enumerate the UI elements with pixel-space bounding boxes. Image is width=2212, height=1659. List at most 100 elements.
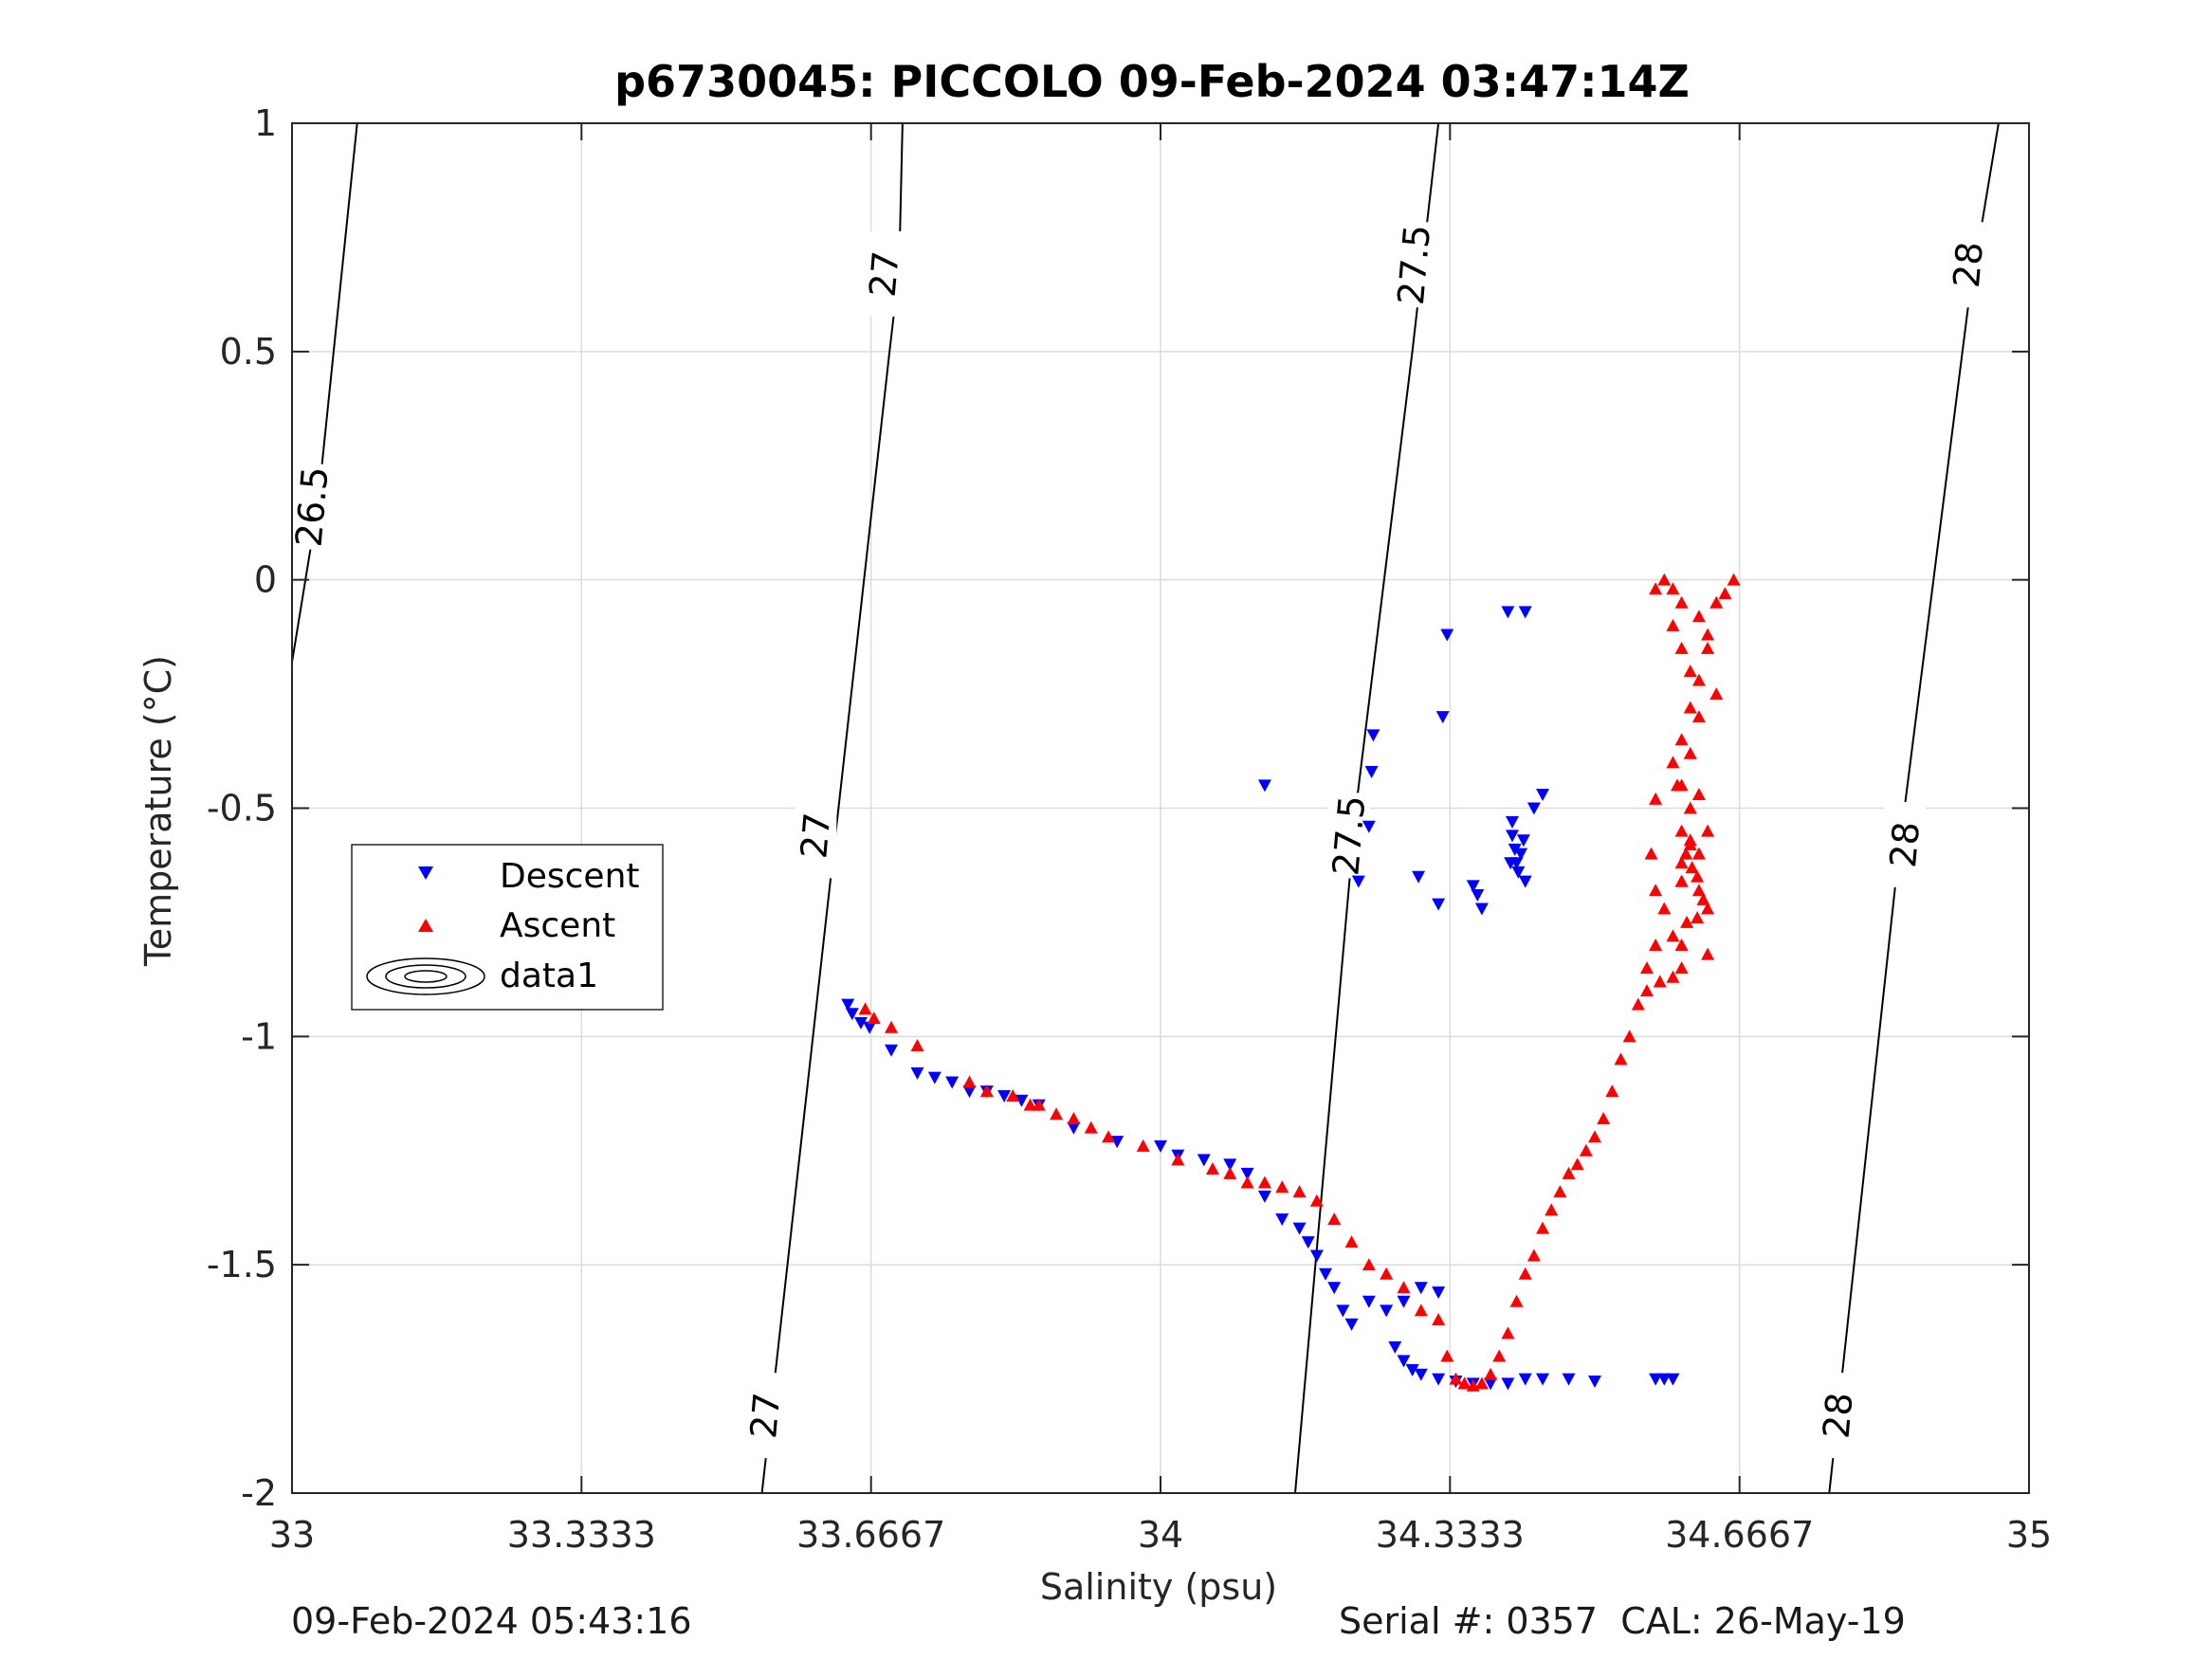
ascent-point — [1683, 746, 1697, 759]
ascent-point — [1674, 961, 1689, 975]
x-tick-label: 34.3333 — [1376, 1514, 1525, 1556]
descent-point — [1292, 1222, 1307, 1235]
descent-point — [1505, 815, 1519, 829]
legend-contour-icon — [366, 957, 485, 995]
ascent-point — [1597, 1112, 1611, 1125]
isopycnal-label: 26.5 — [287, 465, 336, 549]
isopycnal-line — [291, 122, 358, 663]
ascent-point — [1344, 1235, 1359, 1249]
chart-title: p6730045: PICCOLO 09-Feb-2024 03:47:14Z — [614, 56, 1690, 107]
descent-point — [841, 998, 855, 1012]
descent-point — [945, 1076, 960, 1089]
ascent-point — [1683, 665, 1697, 677]
descent-point — [885, 1044, 899, 1057]
isopycnal-label: 27 — [793, 811, 838, 860]
ascent-point — [1136, 1139, 1150, 1152]
ascent-point — [1518, 1267, 1532, 1280]
descent-point — [1501, 606, 1515, 619]
isopycnal-label-bg — [1817, 1373, 1859, 1459]
ascent-point — [1023, 1098, 1037, 1111]
descent-point — [1336, 1304, 1350, 1318]
ascent-point — [1701, 824, 1715, 837]
descent-point — [1412, 870, 1426, 884]
series-descent — [841, 606, 1680, 1391]
ascent-point — [1509, 1294, 1524, 1307]
ascent-point — [1440, 1349, 1454, 1362]
y-tick-label: -1 — [241, 1015, 277, 1057]
ascent-point — [1691, 673, 1706, 686]
descent-point — [927, 1071, 941, 1085]
isopycnal-label-bg — [863, 230, 905, 317]
descent-point — [845, 1008, 859, 1021]
descent-point — [1536, 789, 1550, 802]
descent-point — [1505, 830, 1519, 843]
descent-point — [1257, 1190, 1271, 1203]
ascent-point — [1102, 1130, 1116, 1143]
ascent-point — [1685, 861, 1699, 874]
ascent-point — [1674, 641, 1689, 654]
descent-point — [1344, 1318, 1359, 1331]
ascent-point — [1666, 929, 1680, 942]
isopycnal-label: 28 — [1946, 240, 1991, 289]
ascent-point — [1666, 970, 1680, 983]
y-tick-label: -1.5 — [207, 1244, 277, 1285]
ascent-point — [1709, 687, 1724, 701]
descent-point — [1649, 1373, 1663, 1386]
y-tick-label: 0 — [254, 559, 277, 601]
descent-point — [1432, 1373, 1446, 1386]
ascent-point — [1492, 1349, 1507, 1362]
ascent-point — [1432, 1312, 1446, 1325]
ascent-point — [1666, 618, 1680, 631]
descent-point — [1110, 1136, 1124, 1149]
ascent-point — [1223, 1166, 1237, 1179]
descent-point — [1414, 1368, 1428, 1381]
ascent-point — [1614, 1052, 1628, 1066]
ascent-point — [1639, 961, 1654, 975]
descent-point — [1508, 843, 1522, 856]
axis-ticks — [291, 122, 2030, 1494]
descent-point — [1432, 1286, 1446, 1300]
descent-point — [1484, 1377, 1498, 1391]
ascent-point — [1362, 1258, 1376, 1271]
ascent-point — [1380, 1267, 1394, 1280]
descent-point — [1405, 1363, 1419, 1376]
descent-point — [1471, 889, 1485, 902]
descent-point — [1362, 820, 1376, 833]
descent-point — [1154, 1139, 1167, 1153]
ascent-point — [1545, 1203, 1559, 1216]
ascent-point — [1579, 1143, 1593, 1157]
ascent-point — [1683, 801, 1697, 814]
x-tick-label: 33.6667 — [796, 1514, 945, 1556]
isopycnal-label: 28 — [1882, 820, 1928, 869]
ascent-point — [1067, 1112, 1081, 1125]
ascent-point — [1414, 1304, 1428, 1317]
ascent-point — [1644, 847, 1658, 860]
ascent-point — [1171, 1153, 1185, 1166]
ascent-point — [1691, 610, 1706, 623]
legend-descent-marker — [418, 866, 433, 880]
descent-point — [1536, 1373, 1550, 1386]
descent-point — [1474, 902, 1489, 916]
ascent-point — [1649, 582, 1663, 595]
ascent-point — [1674, 939, 1689, 951]
descent-point — [1362, 1295, 1376, 1308]
y-tick-label: 0.5 — [220, 331, 277, 373]
x-axis-label: Salinity (psu) — [1040, 1566, 1277, 1608]
ascent-point — [1718, 587, 1732, 600]
ascent-point — [1605, 1085, 1619, 1098]
descent-point — [1518, 875, 1532, 888]
isopycnal-label-bg — [1327, 793, 1370, 879]
legend: Descent Ascent data1 — [351, 844, 664, 1011]
ascent-point — [1050, 1107, 1064, 1121]
x-tick-label: 35 — [2006, 1514, 2052, 1556]
descent-point — [1397, 1295, 1411, 1308]
ascent-point — [1457, 1376, 1472, 1390]
ascent-point — [1653, 975, 1667, 988]
y-tick-labels: 1 0.5 0 -0.5 -1 -1.5 -2 — [207, 102, 277, 1514]
y-tick-label: -2 — [241, 1472, 277, 1514]
isopycnal-label: 27 — [742, 1391, 788, 1440]
ascent-point — [1449, 1372, 1463, 1385]
descent-point — [1657, 1373, 1672, 1386]
x-tick-label: 33.3333 — [507, 1514, 656, 1556]
